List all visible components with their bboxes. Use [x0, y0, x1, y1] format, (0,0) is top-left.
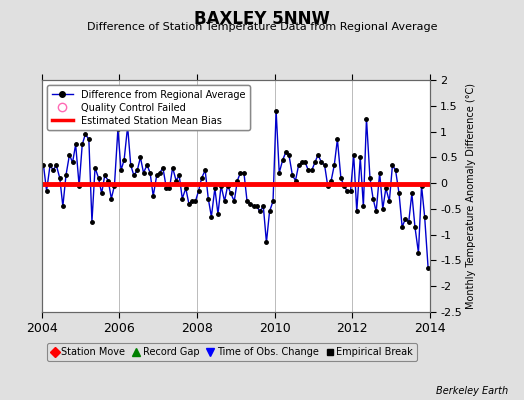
Y-axis label: Monthly Temperature Anomaly Difference (°C): Monthly Temperature Anomaly Difference (…: [466, 83, 476, 309]
Legend: Difference from Regional Average, Quality Control Failed, Estimated Station Mean: Difference from Regional Average, Qualit…: [47, 85, 250, 130]
Text: BAXLEY 5NNW: BAXLEY 5NNW: [194, 10, 330, 28]
Text: Berkeley Earth: Berkeley Earth: [436, 386, 508, 396]
Text: Difference of Station Temperature Data from Regional Average: Difference of Station Temperature Data f…: [87, 22, 437, 32]
Legend: Station Move, Record Gap, Time of Obs. Change, Empirical Break: Station Move, Record Gap, Time of Obs. C…: [47, 343, 417, 361]
